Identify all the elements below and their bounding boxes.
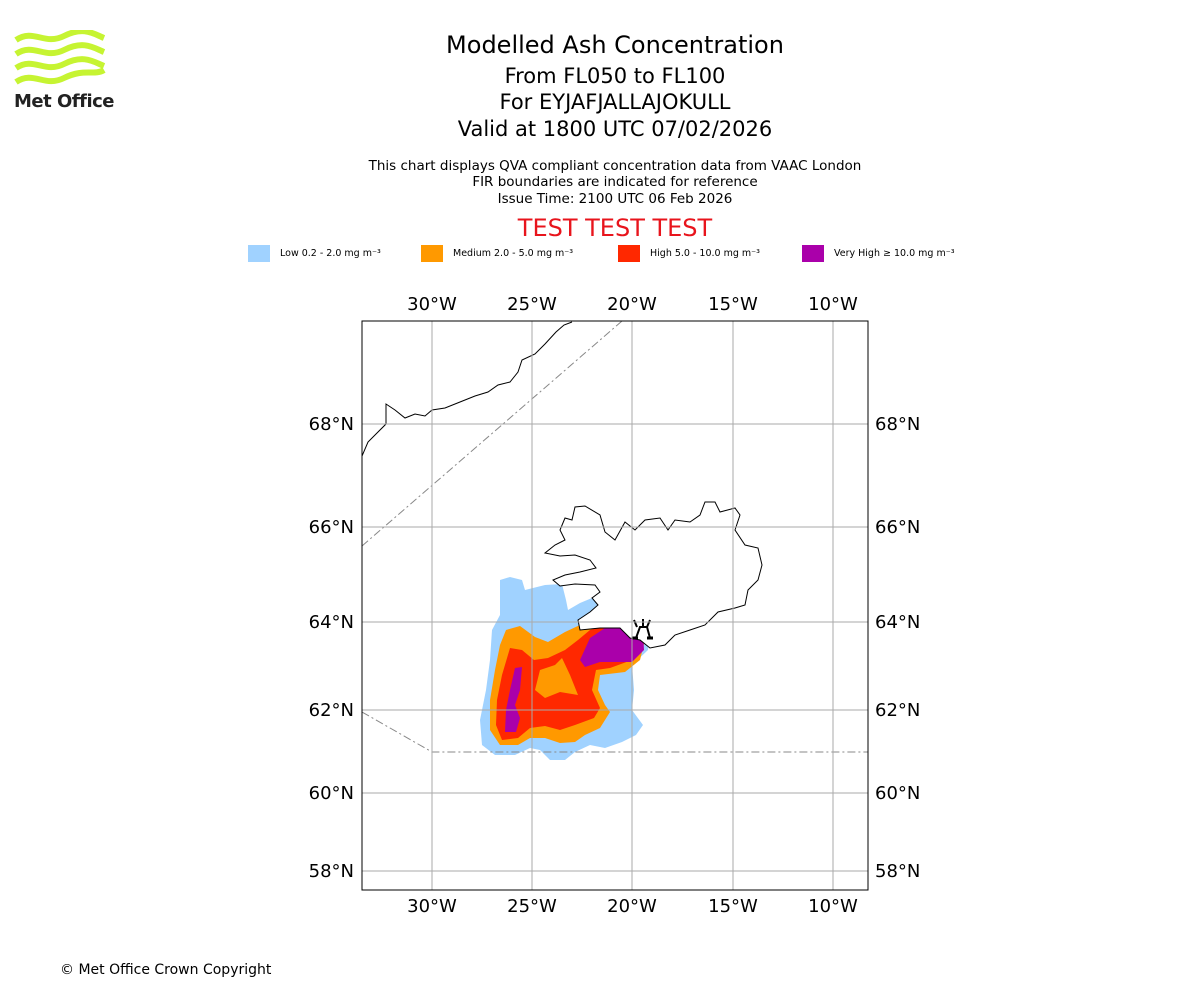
legend-label: High 5.0 - 10.0 mg m⁻³: [650, 248, 760, 259]
lon-tick-label: 10°W: [808, 896, 858, 917]
volcano-icon: [632, 619, 653, 640]
legend-label: Low 0.2 - 2.0 mg m⁻³: [280, 248, 381, 259]
lat-tick-label: 58°N: [875, 861, 920, 882]
lat-tick-label: 64°N: [875, 612, 920, 633]
lon-tick-label: 25°W: [507, 896, 557, 917]
lat-tick-label: 62°N: [875, 700, 920, 721]
lat-tick-label: 66°N: [875, 517, 920, 538]
valid-time: Valid at 1800 UTC 07/02/2026: [457, 117, 773, 141]
flight-levels: From FL050 to FL100: [504, 64, 726, 88]
legend-swatch: [618, 245, 640, 262]
legend-swatch: [248, 245, 270, 262]
volcano-name: For EYJAFJALLAJOKULL: [499, 90, 731, 114]
lon-tick-label: 30°W: [407, 294, 457, 315]
lon-tick-label: 25°W: [507, 294, 557, 315]
lon-tick-label: 15°W: [708, 294, 758, 315]
legend-swatch: [421, 245, 443, 262]
legend-item-medium: Medium 2.0 - 5.0 mg m⁻³: [421, 245, 573, 262]
lon-tick-label: 20°W: [607, 896, 657, 917]
lon-tick-label: 30°W: [407, 896, 457, 917]
ash-very-high-area-west: [505, 667, 522, 732]
met-office-logo-text: Met Office: [14, 91, 115, 112]
greenland-coastline: [362, 321, 573, 457]
iceland-coastline: [543, 501, 763, 649]
legend-item-low: Low 0.2 - 2.0 mg m⁻³: [248, 245, 381, 262]
lat-tick-label: 68°N: [875, 414, 920, 435]
map-frame: [361, 320, 869, 891]
lat-tick-label: 66°N: [309, 517, 354, 538]
lat-tick-label: 68°N: [309, 414, 354, 435]
issue-time: Issue Time: 2100 UTC 06 Feb 2026: [497, 191, 733, 207]
legend-label: Very High ≥ 10.0 mg m⁻³: [834, 248, 955, 259]
lon-tick-label: 15°W: [708, 896, 758, 917]
legend-label: Medium 2.0 - 5.0 mg m⁻³: [453, 248, 574, 259]
chart-title: Modelled Ash Concentration: [446, 31, 784, 59]
description-note: This chart displays QVA compliant concen…: [368, 158, 862, 174]
graticule: [362, 321, 868, 890]
legend-swatch: [802, 245, 824, 262]
legend-item-high: High 5.0 - 10.0 mg m⁻³: [618, 245, 760, 262]
lat-tick-label: 60°N: [309, 783, 354, 804]
copyright: © Met Office Crown Copyright: [60, 962, 272, 978]
fir-note: FIR boundaries are indicated for referen…: [472, 174, 758, 190]
lat-tick-label: 62°N: [309, 700, 354, 721]
lat-tick-label: 58°N: [309, 861, 354, 882]
lat-tick-label: 64°N: [309, 612, 354, 633]
lon-tick-label: 10°W: [808, 294, 858, 315]
met-office-logo-waves: [14, 30, 106, 85]
test-banner: TEST TEST TEST: [517, 214, 713, 242]
ash-medium-core: [535, 658, 578, 698]
legend-item-very-high: Very High ≥ 10.0 mg m⁻³: [802, 245, 955, 262]
lon-tick-label: 20°W: [607, 294, 657, 315]
lat-tick-label: 60°N: [875, 783, 920, 804]
